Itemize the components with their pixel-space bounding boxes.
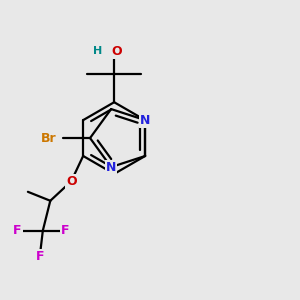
Text: O: O [66,175,76,188]
Text: N: N [106,160,116,173]
Text: F: F [36,250,44,262]
Text: N: N [140,114,150,127]
Text: Br: Br [40,132,56,145]
Text: F: F [61,224,70,237]
Text: H: H [93,46,102,56]
Text: O: O [111,45,122,58]
Text: F: F [13,224,22,237]
